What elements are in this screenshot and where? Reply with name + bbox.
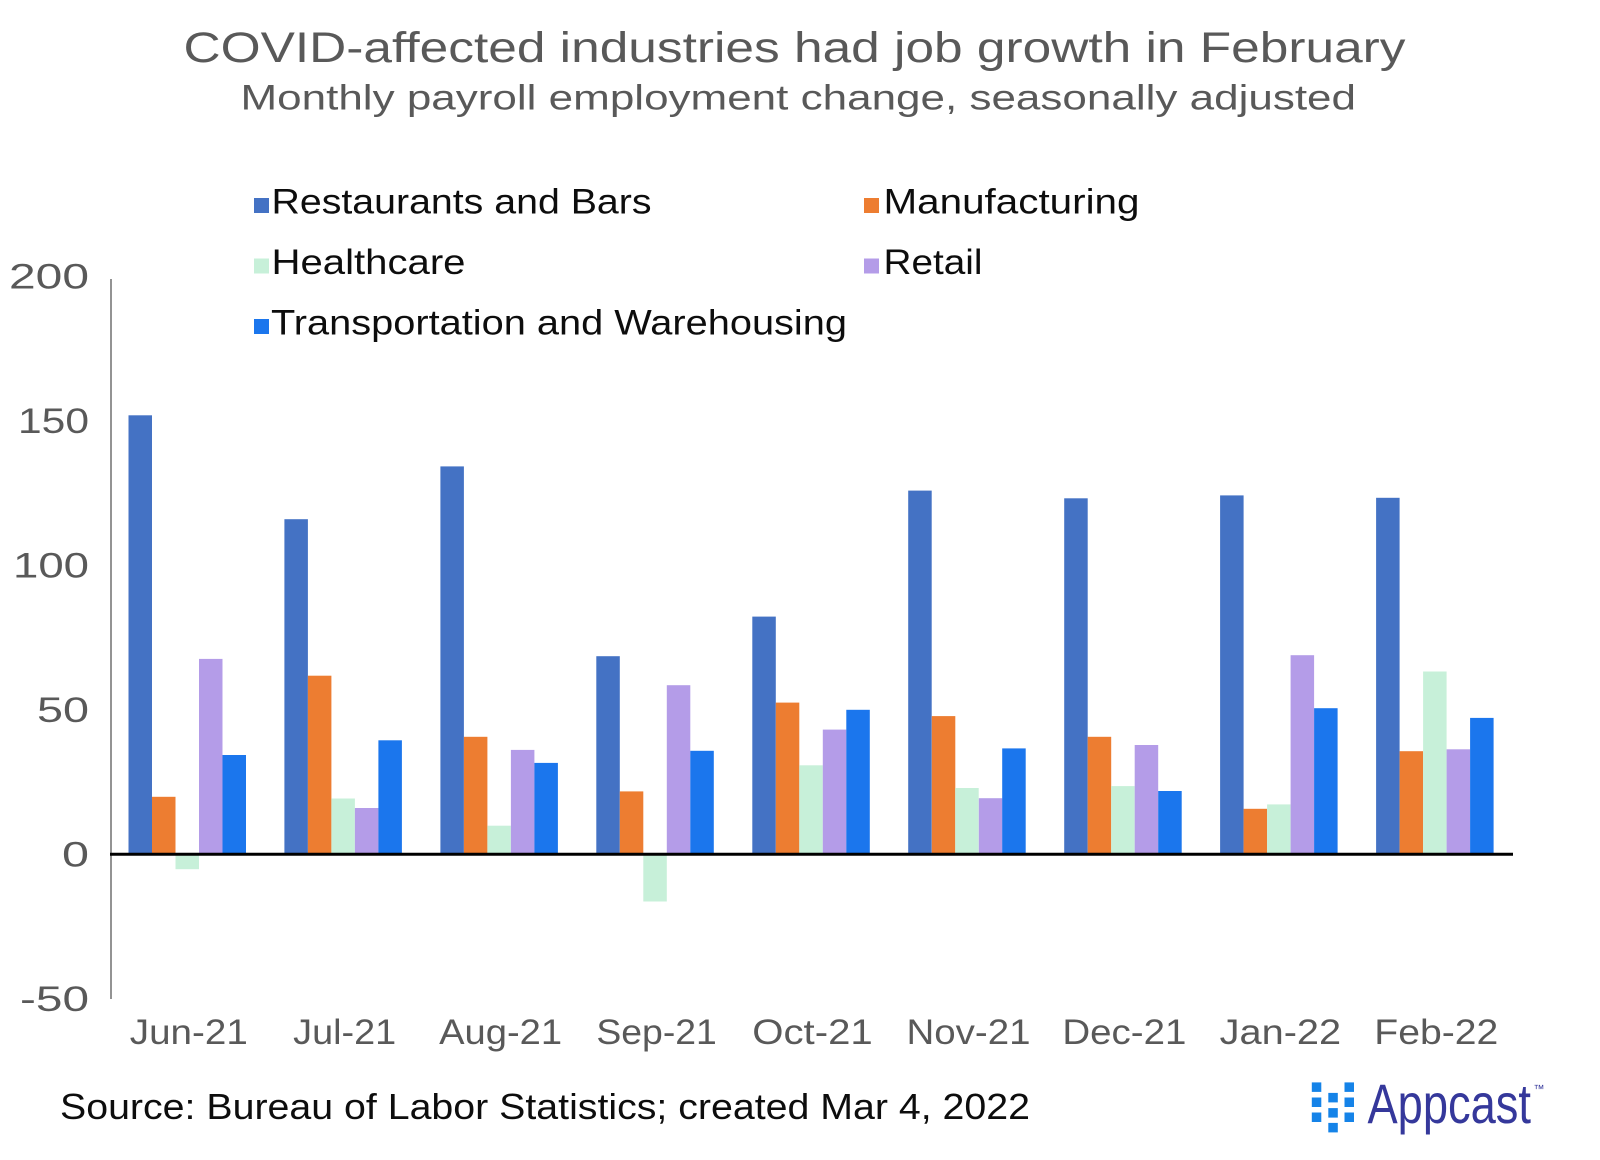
svg-text:COVID-affected industries had: COVID-affected industries had job growth…	[184, 25, 1407, 72]
svg-text:150: 150	[18, 402, 89, 441]
svg-text:Healthcare: Healthcare	[272, 243, 466, 282]
svg-text:Source: Bureau of Labor Statis: Source: Bureau of Labor Statistics; crea…	[60, 1086, 1030, 1127]
svg-text:Jan-22: Jan-22	[1220, 1013, 1342, 1052]
svg-text:Monthly payroll employment cha: Monthly payroll employment change, seaso…	[241, 77, 1357, 117]
svg-text:0: 0	[62, 836, 89, 875]
svg-text:Transportation and Warehousing: Transportation and Warehousing	[271, 303, 847, 342]
svg-text:Oct-21: Oct-21	[752, 1013, 873, 1052]
svg-text:-50: -50	[20, 980, 89, 1019]
svg-text:Feb-22: Feb-22	[1374, 1013, 1498, 1052]
svg-text:50: 50	[37, 691, 89, 730]
svg-text:Jul-21: Jul-21	[293, 1013, 396, 1052]
svg-text:Retail: Retail	[884, 243, 983, 282]
svg-text:Manufacturing: Manufacturing	[884, 182, 1140, 221]
svg-text:Sep-21: Sep-21	[596, 1013, 717, 1052]
svg-text:Restaurants and Bars: Restaurants and Bars	[272, 182, 652, 221]
svg-text:200: 200	[9, 258, 89, 297]
svg-text:™: ™	[1534, 1084, 1545, 1096]
svg-text:100: 100	[13, 547, 89, 586]
svg-text:Aug-21: Aug-21	[439, 1013, 562, 1052]
svg-text:Jun-21: Jun-21	[130, 1013, 248, 1052]
svg-text:Appcast: Appcast	[1368, 1072, 1532, 1135]
svg-text:Dec-21: Dec-21	[1062, 1013, 1186, 1052]
svg-text:Nov-21: Nov-21	[907, 1013, 1031, 1052]
